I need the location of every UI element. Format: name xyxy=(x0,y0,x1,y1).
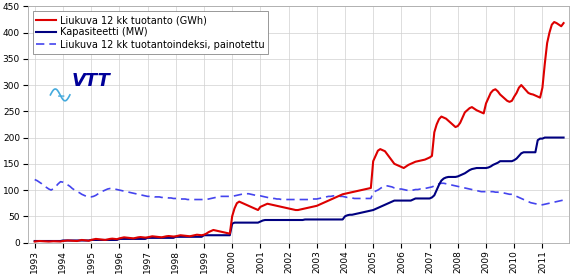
Text: VTT: VTT xyxy=(72,72,111,90)
Legend: Liukuva 12 kk tuotanto (GWh), Kapasiteetti (MW), Liukuva 12 kk tuotantoindeksi, : Liukuva 12 kk tuotanto (GWh), Kapasiteet… xyxy=(33,11,268,54)
